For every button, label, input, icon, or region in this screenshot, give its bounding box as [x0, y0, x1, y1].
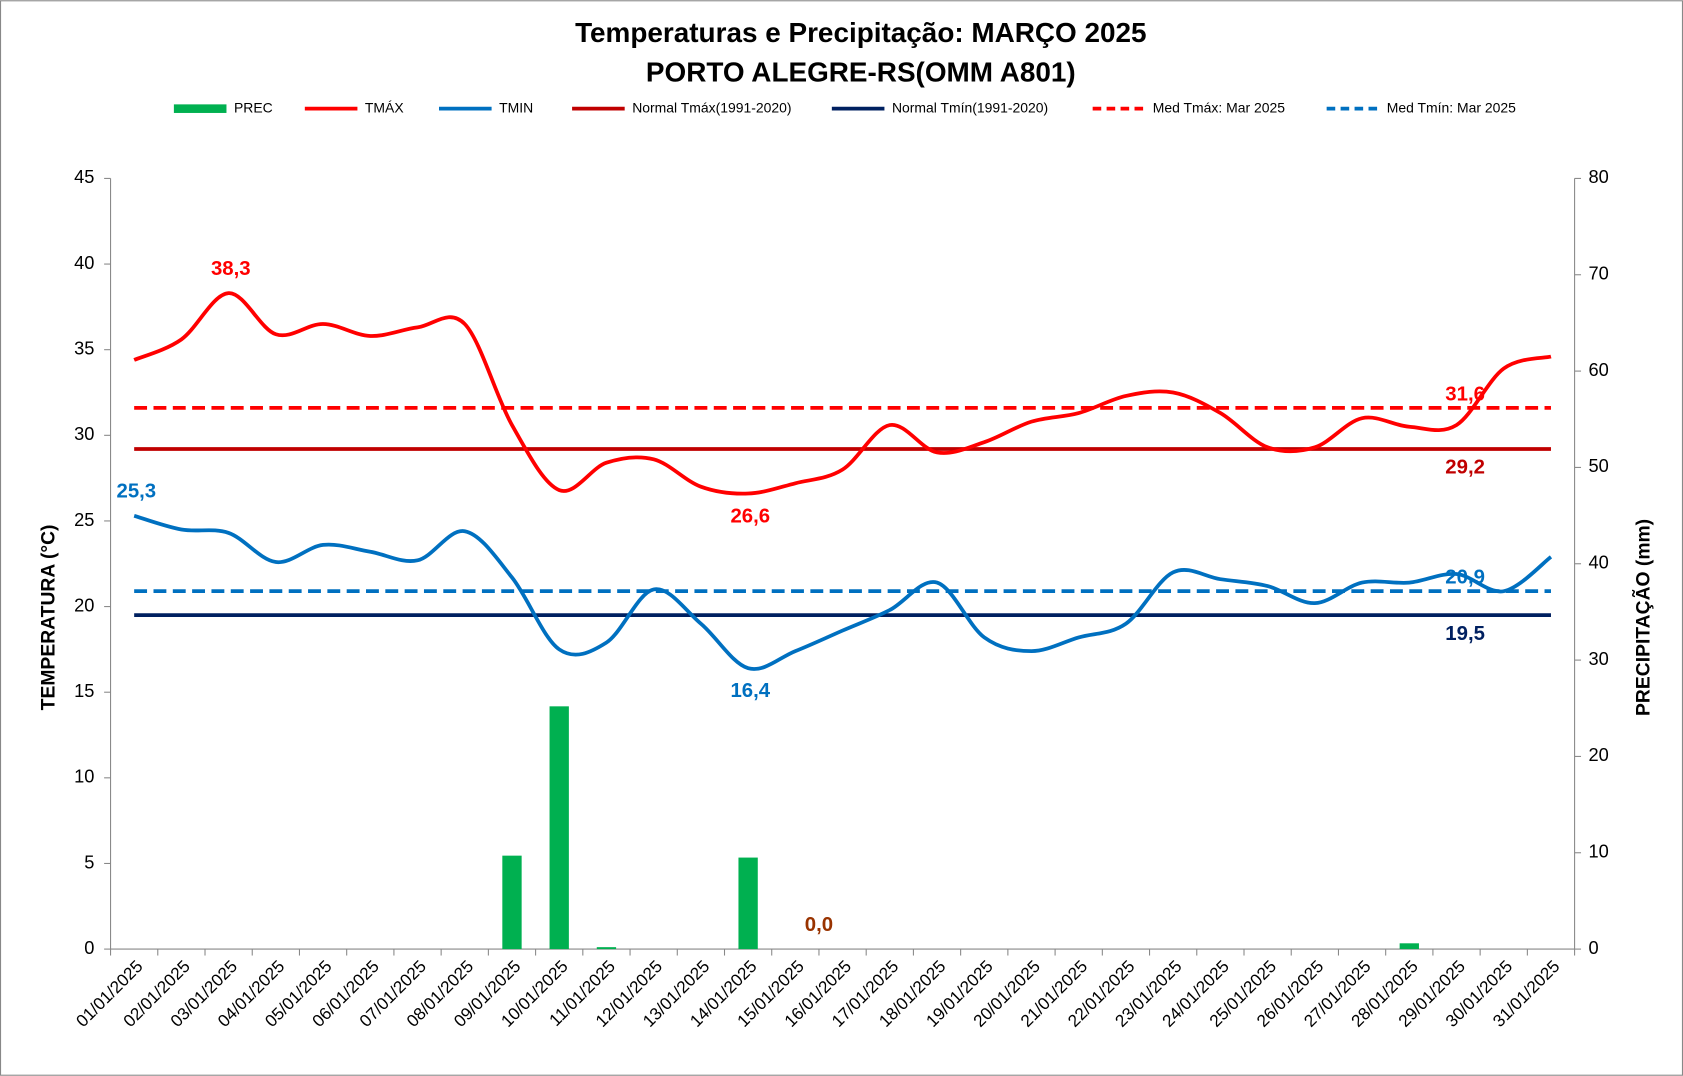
prec-bar	[549, 706, 569, 950]
legend-label: TMIN	[499, 99, 533, 115]
legend-label: Normal Tmín(1991-2020)	[892, 99, 1048, 115]
reference-label: 31,6	[1445, 383, 1485, 405]
y-tick-label: 45	[74, 166, 94, 187]
reference-label: 19,5	[1445, 623, 1485, 645]
y2-tick-label: 10	[1589, 841, 1609, 862]
prec-bar	[738, 857, 758, 950]
y-tick-label: 0	[84, 937, 94, 958]
chart-title: Temperaturas e Precipitação: MARÇO 2025	[575, 17, 1146, 48]
y-tick-label: 10	[74, 766, 94, 787]
data-label: 25,3	[116, 481, 156, 503]
y-tick-label: 30	[74, 423, 94, 444]
y2-tick-label: 0	[1589, 937, 1599, 958]
y-tick-label: 25	[74, 509, 94, 530]
y-tick-label: 35	[74, 338, 94, 359]
legend-label: Med Tmáx: Mar 2025	[1153, 99, 1285, 115]
prec-bar	[596, 947, 617, 950]
legend-swatch	[173, 104, 227, 113]
prec-bar	[502, 855, 522, 950]
series-line	[133, 291, 1552, 496]
y2-tick-label: 40	[1589, 552, 1609, 573]
y2-tick-label: 30	[1589, 648, 1609, 669]
y-tick-label: 40	[74, 252, 94, 273]
legend-label: PREC	[234, 99, 273, 115]
y2-tick-label: 50	[1589, 455, 1609, 476]
legend-label: Normal Tmáx(1991-2020)	[632, 99, 791, 115]
series-line	[133, 514, 1553, 671]
y-axis-title: TEMPERATURA (°C)	[38, 525, 59, 711]
data-label: 16,4	[730, 680, 770, 702]
chart-subtitle: PORTO ALEGRE-RS(OMM A801)	[646, 57, 1076, 88]
y2-tick-label: 60	[1589, 359, 1609, 380]
data-label: 0,0	[805, 914, 833, 936]
legend-label: Med Tmín: Mar 2025	[1387, 99, 1516, 115]
data-label: 26,6	[730, 506, 770, 528]
y2-tick-label: 20	[1589, 744, 1609, 765]
y2-tick-label: 70	[1589, 263, 1609, 284]
y2-axis-title: PRECIPITAÇÃO (mm)	[1631, 519, 1654, 716]
data-label: 38,3	[211, 258, 251, 280]
y-tick-label: 15	[74, 680, 94, 701]
reference-label: 29,2	[1445, 457, 1485, 479]
legend-label: TMÁX	[365, 99, 404, 115]
y-tick-label: 5	[84, 851, 94, 872]
prec-bar	[1399, 943, 1419, 950]
y-tick-label: 20	[74, 594, 94, 615]
y2-tick-label: 80	[1589, 166, 1609, 187]
